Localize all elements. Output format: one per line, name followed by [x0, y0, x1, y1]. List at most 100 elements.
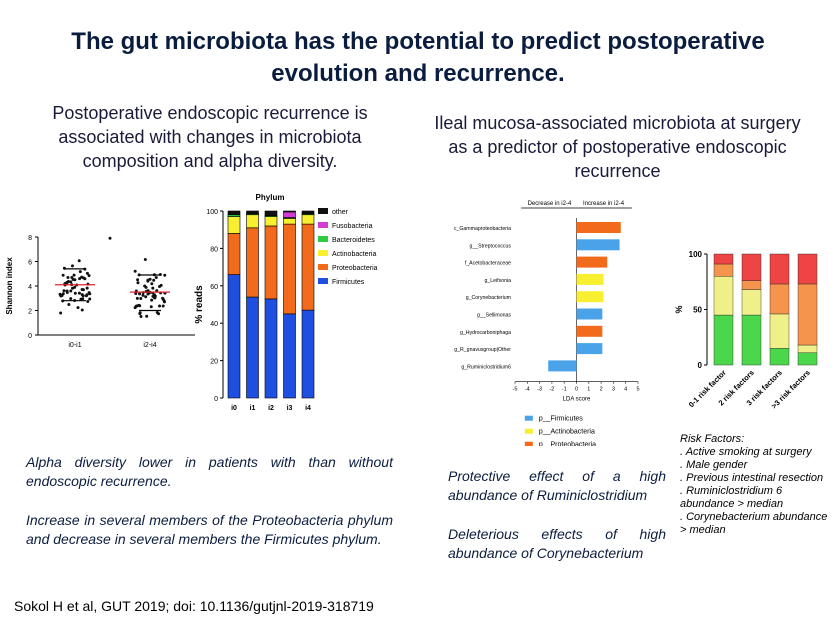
risk-factors-title: Risk Factors: [680, 433, 745, 445]
y-tick-label: 40 [210, 321, 218, 328]
data-point [86, 300, 90, 304]
x-tick-label: -5 [513, 387, 518, 393]
chart-title: Phylum [256, 193, 285, 202]
data-point [139, 296, 143, 300]
bar-segment-actinobacteria [301, 214, 315, 225]
bar-segment-firmicutes [227, 274, 241, 399]
data-point [150, 298, 154, 302]
legend-label: p__Proteobacteria [539, 442, 596, 446]
legend-label: Proteobacteria [332, 265, 378, 272]
risk-factor-item: . Corynebacterium abundance > median [680, 511, 828, 536]
data-point [135, 304, 139, 308]
bar-segment-proteobacteria [301, 223, 315, 311]
shannon-chart: 0 2 4 6 8 Shannon index i0-i1 i2-i4 [5, 235, 195, 349]
data-point [146, 289, 150, 293]
bar-segment-other [246, 210, 259, 215]
data-point [138, 292, 142, 296]
data-point [85, 286, 89, 290]
bar-segment-red [797, 253, 818, 285]
bar-segment-firmicutes [283, 313, 296, 399]
bar-segment-fusobacteria [283, 211, 296, 218]
bar-segment-orange [769, 283, 790, 315]
x-tick-label: 3 [612, 387, 615, 393]
x-tick-label: i3 [287, 405, 293, 412]
bar-segment-orange [741, 280, 762, 290]
left-heading-line1: Postoperative endoscopic recurrence is [52, 103, 368, 123]
lda-bar [576, 256, 608, 268]
bar-segment-firmicutes [264, 298, 278, 399]
slide-title: The gut microbiota has the potential to … [0, 26, 836, 90]
data-point [67, 303, 71, 307]
x-tick-label: -3 [537, 387, 542, 393]
x-tick-label: -4 [525, 387, 530, 393]
data-point [135, 296, 139, 300]
data-point [153, 296, 157, 300]
legend-label: Fusobacteria [332, 223, 373, 230]
data-point [146, 278, 150, 282]
left-heading-line3: composition and alpha diversity. [82, 151, 338, 171]
data-point [80, 288, 84, 292]
bar-segment-other [283, 210, 296, 213]
bar-segment-proteobacteria [227, 233, 241, 275]
data-point [88, 292, 92, 296]
x-tick-label: i0 [231, 405, 237, 412]
lda-bar [548, 360, 577, 372]
lda-bar [576, 291, 604, 303]
x-axis-label: LDA score [563, 397, 591, 403]
outlier-point [108, 236, 112, 240]
legend-label: p__Firmicutes [539, 416, 583, 423]
x-tick-label: 4 [624, 387, 627, 393]
y-tick-label: 8 [28, 235, 32, 242]
bar-segment-yellow [797, 344, 818, 353]
data-point [77, 259, 81, 263]
legend-swatch-fusobacteria [318, 222, 328, 228]
bar-segment-proteobacteria [264, 225, 278, 300]
legend-swatch-other [318, 208, 328, 214]
y-tick-label: 50 [693, 306, 702, 315]
bar-segment-yellow [713, 276, 734, 316]
data-point [69, 289, 73, 293]
bar-segment-red [769, 253, 790, 285]
data-point [133, 269, 137, 273]
data-point [146, 292, 150, 296]
data-point [59, 311, 63, 315]
data-point [155, 289, 159, 293]
bar-segment-firmicutes [301, 309, 315, 399]
citation: Sokol H et al, GUT 2019; doi: 10.1136/gu… [14, 598, 374, 614]
y-tick-label: 100 [689, 250, 703, 259]
data-point [133, 306, 137, 310]
x-tick-label: i0-i1 [68, 342, 81, 349]
bar-segment-orange [713, 263, 734, 277]
data-point [80, 293, 84, 297]
lda-bar-label: f_Acetobacteraceae [465, 261, 511, 267]
risk-factor-item: . Active smoking at surgery [680, 446, 812, 458]
data-point [157, 312, 161, 316]
data-point [136, 278, 140, 282]
data-point [80, 275, 84, 279]
lda-bar-label: g_Corynebacterium [466, 295, 511, 301]
data-point [81, 297, 85, 301]
y-tick-label: 0 [28, 333, 32, 340]
slide-title-line1: The gut microbiota has the potential to … [71, 28, 765, 55]
lda-bar-label: g_R_gnavusgroup|Other [454, 347, 511, 353]
deleterious-text: Deleterious effects of high abundance of… [448, 526, 666, 561]
data-point [78, 277, 82, 281]
x-tick-label: i2-i4 [143, 342, 156, 349]
x-tick-label: i1 [250, 405, 256, 412]
slide-title-line2: evolution and recurrence. [271, 60, 565, 87]
legend-label: Firmicutes [332, 279, 365, 286]
data-point [66, 275, 70, 279]
data-point [145, 314, 149, 318]
data-point [158, 304, 162, 308]
data-point [59, 294, 63, 298]
data-point [162, 299, 166, 303]
right-heading-line1: Ileal mucosa-associated microbiota at su… [434, 113, 801, 133]
right-heading-line3: recurrence [574, 161, 661, 181]
data-point [152, 278, 156, 282]
data-point [139, 315, 143, 319]
bar-segment-green [769, 348, 790, 366]
y-axis-label: % [674, 305, 684, 313]
data-point [76, 306, 80, 310]
data-point [143, 258, 147, 262]
y-tick-label: 4 [28, 284, 32, 291]
